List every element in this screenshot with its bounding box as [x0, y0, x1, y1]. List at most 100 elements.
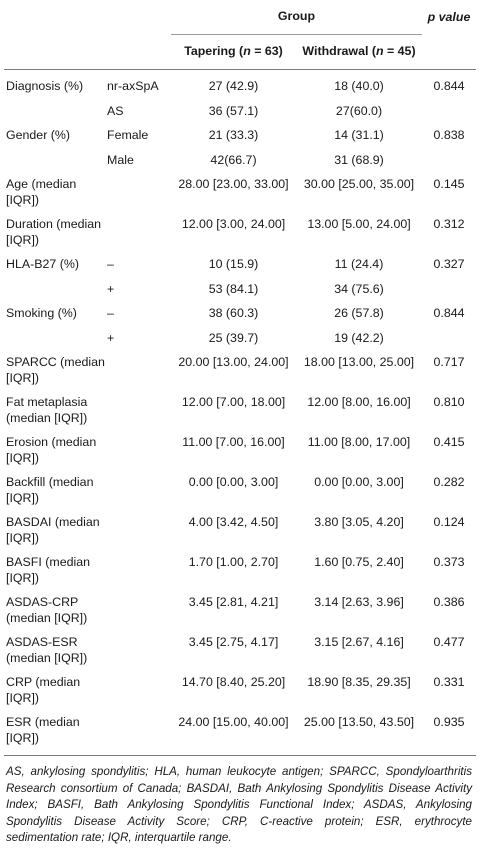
table-row: + 25 (39.7) 19 (42.2)	[4, 327, 476, 352]
p-value: 0.386	[433, 595, 465, 609]
row-label: ASDAS-ESR (median [IQR])	[6, 635, 88, 665]
p-value	[422, 278, 476, 303]
p-value: 0.312	[433, 217, 465, 231]
header-row-arms: Tapering (n = 63) Withdrawal (n = 45)	[4, 35, 476, 70]
row-sublabel: –	[107, 306, 114, 320]
row-sublabel	[105, 511, 171, 551]
row-sublabel: Male	[107, 152, 134, 167]
withdrawal-value: 3.14 [2.63, 3.96]	[314, 595, 404, 609]
row-label: SPARCC (median [IQR])	[6, 355, 105, 385]
p-value: 0.145	[433, 177, 465, 191]
row-sublabel: +	[107, 330, 115, 345]
tapering-value: 36 (57.1)	[208, 103, 259, 118]
p-value: 0.844	[433, 79, 465, 93]
p-value: 0.282	[433, 475, 465, 489]
withdrawal-value: 27(60.0)	[335, 103, 383, 118]
row-label: ASDAS-CRP (median [IQR])	[6, 595, 88, 625]
tapering-value: 12.00 [7.00, 18.00]	[181, 395, 286, 409]
tapering-value: 0.00 [0.00, 3.00]	[188, 475, 279, 489]
p-value: 0.124	[433, 515, 465, 529]
row-label: Fat metaplasia (median [IQR])	[6, 395, 88, 425]
row-sublabel: Female	[107, 128, 149, 142]
table-row: Age (median [IQR]) 28.00 [23.00, 33.00] …	[4, 173, 476, 213]
row-label: Duration (median [IQR])	[6, 217, 102, 247]
table-row: Diagnosis (%) nr-axSpA 27 (42.9) 18 (40.…	[4, 70, 476, 100]
p-value: 0.810	[433, 395, 465, 409]
row-label	[4, 278, 105, 303]
tapering-value: 28.00 [23.00, 33.00]	[178, 177, 289, 191]
p-value: 0.373	[433, 555, 465, 569]
row-sublabel	[105, 173, 171, 213]
p-value-header: p value	[427, 9, 471, 24]
withdrawal-value: 3.15 [2.67, 4.16]	[314, 635, 404, 649]
p-value: 0.415	[433, 435, 465, 449]
withdrawal-value: 18.00 [13.00, 25.00]	[303, 355, 415, 369]
table-row: BASDAI (median [IQR]) 4.00 [3.42, 4.50] …	[4, 511, 476, 551]
tapering-header: Tapering (n = 63)	[184, 44, 283, 59]
tapering-value: 24.00 [15.00, 40.00]	[178, 715, 289, 729]
table-row: ASDAS-CRP (median [IQR]) 3.45 [2.81, 4.2…	[4, 591, 476, 631]
table-row: ASDAS-ESR (median [IQR]) 3.45 [2.75, 4.1…	[4, 631, 476, 671]
withdrawal-value: 30.00 [25.00, 35.00]	[303, 177, 415, 191]
withdrawal-value: 19 (42.2)	[334, 330, 384, 345]
row-sublabel	[105, 351, 171, 391]
tapering-value: 53 (84.1)	[208, 281, 259, 296]
tapering-value: 11.00 [7.00, 16.00]	[182, 435, 285, 449]
row-label: HLA-B27 (%)	[6, 257, 79, 271]
withdrawal-value: 18 (40.0)	[334, 79, 384, 93]
row-sublabel	[105, 431, 171, 471]
withdrawal-value: 31 (68.9)	[334, 152, 384, 167]
row-sublabel	[105, 391, 171, 431]
tapering-value: 3.45 [2.81, 4.21]	[188, 595, 279, 609]
row-label: Smoking (%)	[6, 306, 77, 320]
baseline-characteristics-table: Group p value Tapering (n = 63) Withdraw…	[4, 0, 476, 756]
table-row: ESR (median [IQR]) 24.00 [15.00, 40.00] …	[4, 711, 476, 756]
table-row: + 53 (84.1) 34 (75.6)	[4, 278, 476, 303]
p-value: 0.717	[433, 355, 465, 369]
p-value	[422, 100, 476, 125]
table-row: Gender (%) Female 21 (33.3) 14 (31.1) 0.…	[4, 124, 476, 149]
withdrawal-value: 12.00 [8.00, 16.00]	[307, 395, 411, 409]
table-body: Diagnosis (%) nr-axSpA 27 (42.9) 18 (40.…	[4, 70, 476, 756]
tapering-value: 3.45 [2.75, 4.17]	[188, 635, 279, 649]
row-sublabel: +	[107, 281, 115, 296]
table-row: CRP (median [IQR]) 14.70 [8.40, 25.20] 1…	[4, 671, 476, 711]
row-sublabel: AS	[107, 103, 124, 118]
row-label: Gender (%)	[6, 128, 71, 142]
row-label	[4, 100, 105, 125]
table-row: HLA-B27 (%) – 10 (15.9) 11 (24.4) 0.327	[4, 253, 476, 278]
tapering-value: 10 (15.9)	[208, 257, 259, 271]
withdrawal-value: 1.60 [0.75, 2.40]	[314, 555, 404, 569]
table-row: Male 42(66.7) 31 (68.9)	[4, 149, 476, 174]
tapering-value: 4.00 [3.42, 4.50]	[188, 515, 279, 529]
row-label: ESR (median [IQR])	[6, 715, 80, 745]
withdrawal-value: 13.00 [5.00, 24.00]	[307, 217, 411, 231]
tapering-value: 38 (60.3)	[208, 306, 259, 320]
table-row: Fat metaplasia (median [IQR]) 12.00 [7.0…	[4, 391, 476, 431]
withdrawal-value: 18.90 [8.35, 29.35]	[307, 675, 411, 689]
withdrawal-value: 3.80 [3.05, 4.20]	[314, 515, 404, 529]
table-row: AS 36 (57.1) 27(60.0)	[4, 100, 476, 125]
row-sublabel	[105, 671, 171, 711]
row-sublabel: –	[107, 257, 114, 271]
tapering-value: 21 (33.3)	[208, 128, 259, 142]
row-sublabel: nr-axSpA	[107, 79, 159, 93]
tapering-value: 1.70 [1.00, 2.70]	[188, 555, 279, 569]
row-sublabel	[105, 471, 171, 511]
p-value	[422, 149, 476, 174]
p-value: 0.331	[433, 675, 465, 689]
tapering-value: 14.70 [8.40, 25.20]	[181, 675, 286, 689]
table-footnote: AS, ankylosing spondylitis; HLA, human l…	[6, 765, 472, 844]
row-label: BASDAI (median [IQR])	[6, 515, 100, 545]
p-value: 0.327	[433, 257, 465, 271]
withdrawal-value: 25.00 [13.50, 43.50]	[303, 715, 415, 729]
tapering-value: 27 (42.9)	[208, 79, 259, 93]
row-label	[4, 149, 105, 174]
row-sublabel	[105, 213, 171, 253]
row-sublabel	[105, 591, 171, 631]
p-value: 0.935	[433, 715, 465, 729]
withdrawal-value: 0.00 [0.00, 3.00]	[314, 475, 404, 489]
table-row: Backfill (median [IQR]) 0.00 [0.00, 3.00…	[4, 471, 476, 511]
withdrawal-value: 11.00 [8.00, 17.00]	[307, 435, 411, 449]
row-label: Erosion (median [IQR])	[6, 435, 97, 465]
